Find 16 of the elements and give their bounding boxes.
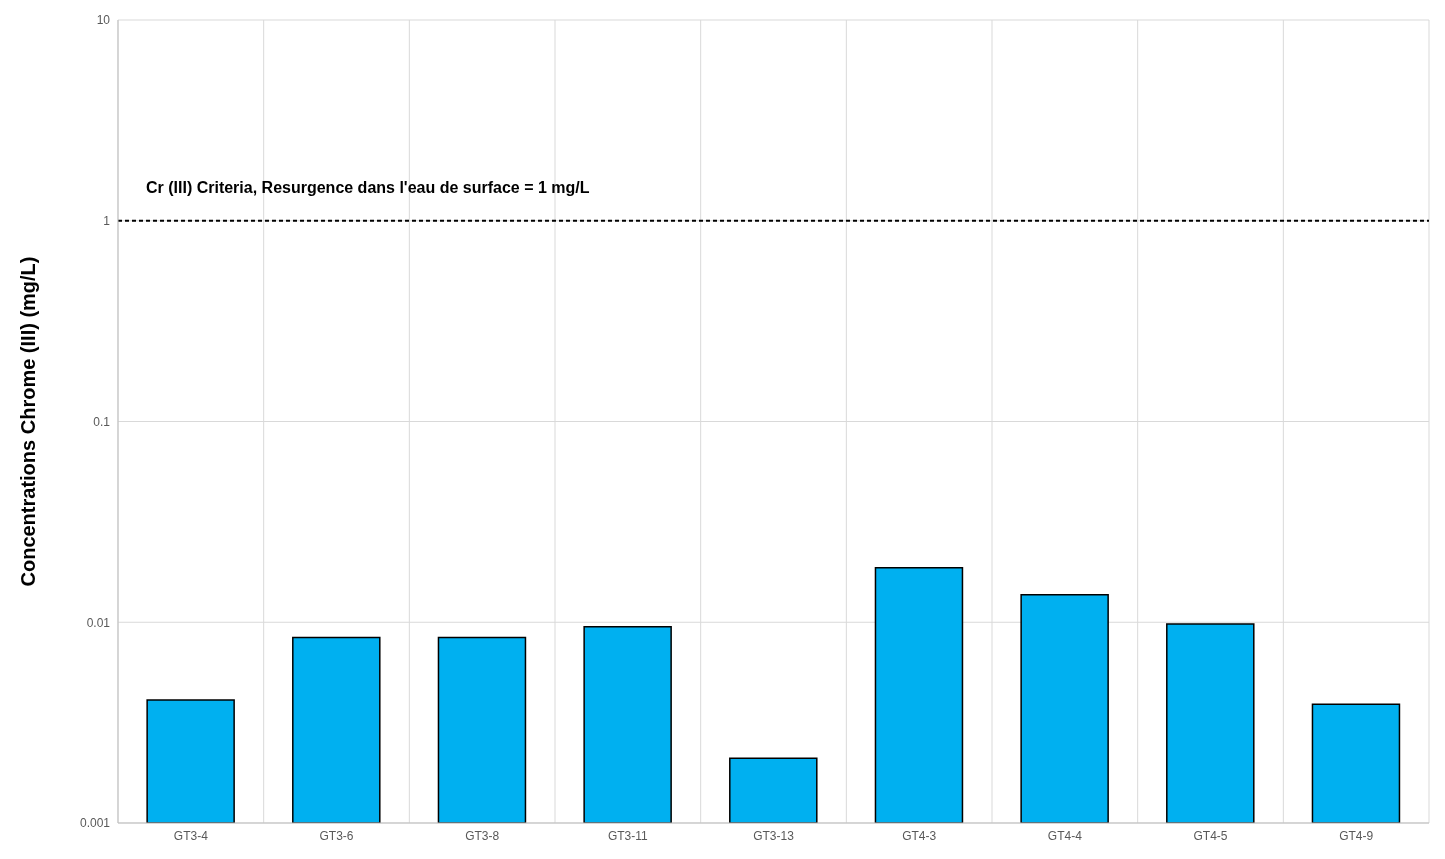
x-tick-label: GT4-4 <box>1047 828 1083 843</box>
x-tick-label: GT3-4 <box>173 828 209 843</box>
y-tick-label: 0.01 <box>86 615 111 630</box>
x-tick-label: GT3-6 <box>319 828 354 843</box>
y-tick-label: 0.1 <box>93 414 111 429</box>
y-axis-title: Concentrations Chrome (III) (mg/L) <box>17 256 40 587</box>
y-tick-label: 0.001 <box>79 816 111 831</box>
x-tick-label: GT4-9 <box>1339 828 1374 843</box>
x-tick-label: GT3-13 <box>753 828 795 843</box>
x-tick-label: GT3-8 <box>465 828 500 843</box>
x-tick-label: GT4-3 <box>902 828 937 843</box>
x-tick-label: GT3-11 <box>607 828 649 843</box>
x-tick-label: GT4-5 <box>1193 828 1228 843</box>
ref-line-label: Cr (III) Criteria, Resurgence dans l'eau de surface = 1 mg/L <box>146 178 590 196</box>
y-tick-label: 1 <box>103 214 111 229</box>
y-tick-label: 10 <box>96 13 111 28</box>
